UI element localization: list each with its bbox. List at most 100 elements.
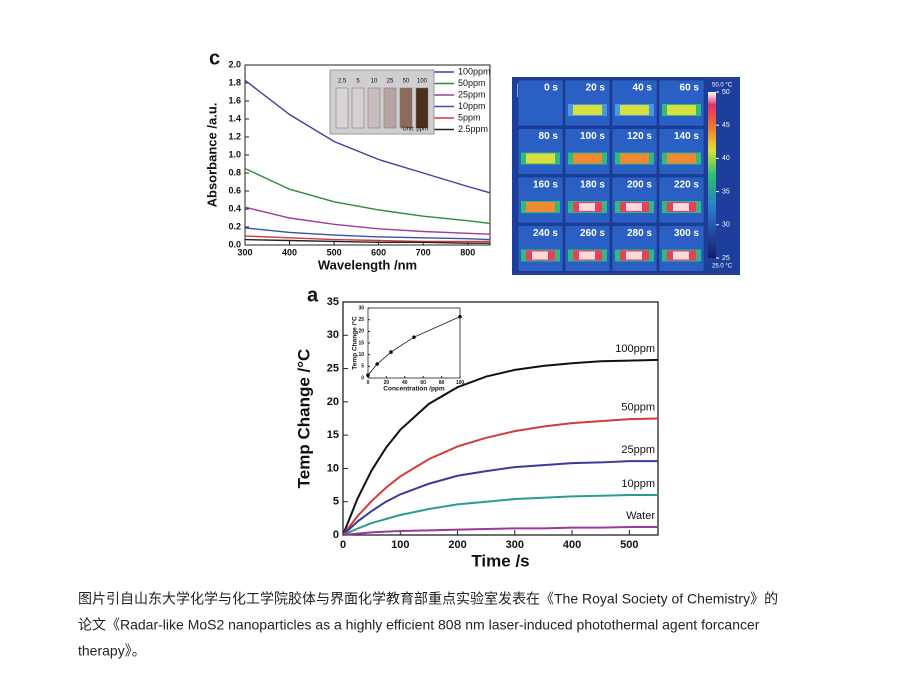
y-tick-label: 1.2 <box>228 131 241 141</box>
y-tick-label: 0.4 <box>228 203 241 213</box>
x-tick-label: 700 <box>416 247 431 257</box>
thermal-frame <box>611 176 658 224</box>
series-line <box>244 79 491 194</box>
y-tick-label: 15 <box>358 340 364 346</box>
hot-core <box>573 105 602 115</box>
caption-line: 论文《Radar-like MoS2 nanoparticles as a hi… <box>78 617 760 633</box>
thermal-frame <box>658 225 705 272</box>
hot-center <box>626 251 642 260</box>
y-tick-label: 1.0 <box>228 149 241 159</box>
legend-label: 2.5ppm <box>458 124 488 134</box>
thermal-frame <box>611 225 658 272</box>
y-tick-label: 1.8 <box>228 77 241 87</box>
legend-label: 5ppm <box>458 112 481 122</box>
x-tick-label: 400 <box>282 247 297 257</box>
y-tick-label: 0.6 <box>228 185 241 195</box>
thermal-frame <box>658 79 705 127</box>
series-label: 25ppm <box>621 444 655 456</box>
frame-time: 20 s <box>586 83 606 94</box>
frame-time: 240 s <box>533 228 558 239</box>
thermal-frame <box>517 176 564 224</box>
x-axis-title: Concentration /ppm <box>383 386 445 393</box>
y-tick-label: 2.0 <box>228 59 241 69</box>
y-tick-label: 5 <box>361 364 364 370</box>
data-point <box>375 362 380 366</box>
y-tick-label: 20 <box>327 396 339 408</box>
data-point <box>458 314 462 319</box>
data-point <box>412 335 416 339</box>
y-tick-label: 15 <box>327 429 339 441</box>
y-tick-label: 10 <box>358 352 364 358</box>
vial-label: 100 <box>417 79 428 85</box>
frame-time: 160 s <box>533 180 558 191</box>
y-tick-label: 30 <box>358 305 364 311</box>
frame-time: 100 s <box>580 131 605 142</box>
vial <box>335 87 349 129</box>
series-line <box>342 494 658 536</box>
vial <box>351 87 365 129</box>
frame-time: 120 s <box>627 131 652 142</box>
hot-core <box>620 105 649 115</box>
x-tick-label: 40 <box>402 380 408 386</box>
y-tick-label: 30 <box>327 329 339 341</box>
x-axis-title: Wavelength /nm <box>318 258 417 273</box>
colorbar-tick-label: 35 <box>722 188 730 195</box>
hot-center <box>579 251 595 260</box>
series-line <box>244 227 491 241</box>
hot-center <box>673 203 689 211</box>
vial-label: 5 <box>356 79 360 85</box>
hot-center <box>532 251 548 260</box>
thermal-frame <box>517 225 564 272</box>
y-tick-label: 0.8 <box>228 167 241 177</box>
series-line <box>342 526 658 536</box>
series-line <box>244 235 490 243</box>
x-tick-label: 400 <box>563 539 581 551</box>
x-tick-label: 0 <box>340 539 346 551</box>
y-tick-label: 25 <box>327 362 339 374</box>
data-point <box>389 350 393 354</box>
x-tick-label: 200 <box>448 539 466 551</box>
hot-core <box>526 202 555 212</box>
y-tick-label: 35 <box>327 296 339 308</box>
x-tick-label: 500 <box>620 539 638 551</box>
panel-label: a <box>307 284 319 306</box>
panel-label: c <box>209 47 220 69</box>
thermal-frame <box>611 128 658 175</box>
plot-frame <box>367 307 461 379</box>
series-label: 10ppm <box>621 478 655 490</box>
x-tick-label: 100 <box>391 539 409 551</box>
hot-core <box>573 153 602 164</box>
series-line <box>342 460 658 536</box>
thermal-frame <box>564 128 611 175</box>
vial <box>415 87 429 129</box>
series-line <box>244 238 490 244</box>
colorbar-tick-label: 50 <box>722 89 730 96</box>
series-label: 50ppm <box>621 401 655 413</box>
colorbar-max-label: 50.0 °C <box>712 83 733 89</box>
x-tick-label: 300 <box>237 247 252 257</box>
y-axis-title: Temp Change /°C <box>351 316 359 370</box>
x-tick-label: 300 <box>506 539 524 551</box>
series-line <box>342 358 659 536</box>
frame-time: 200 s <box>627 180 652 191</box>
series-line <box>244 167 491 225</box>
hot-center <box>626 203 642 211</box>
hot-core <box>667 105 696 115</box>
legend-label: 100ppm <box>458 66 491 76</box>
y-tick-label: 0 <box>361 375 364 381</box>
thermal-frame <box>564 176 611 224</box>
thermal-frame <box>517 128 564 175</box>
y-axis-title: Temp Change /°C <box>294 349 313 489</box>
vial-label: 50 <box>403 79 410 85</box>
series-label: 100ppm <box>615 343 655 355</box>
thermal-frame <box>517 79 564 127</box>
y-tick-label: 5 <box>333 496 339 508</box>
caption-line: therapy》。 <box>78 643 146 659</box>
thermal-frame <box>658 176 705 224</box>
frame-time: 180 s <box>580 180 605 191</box>
x-axis-title: Time /s <box>471 551 529 570</box>
thermal-frame <box>658 128 705 175</box>
vial <box>399 87 413 129</box>
colorbar-min-label: 25.0 °C <box>712 264 733 270</box>
